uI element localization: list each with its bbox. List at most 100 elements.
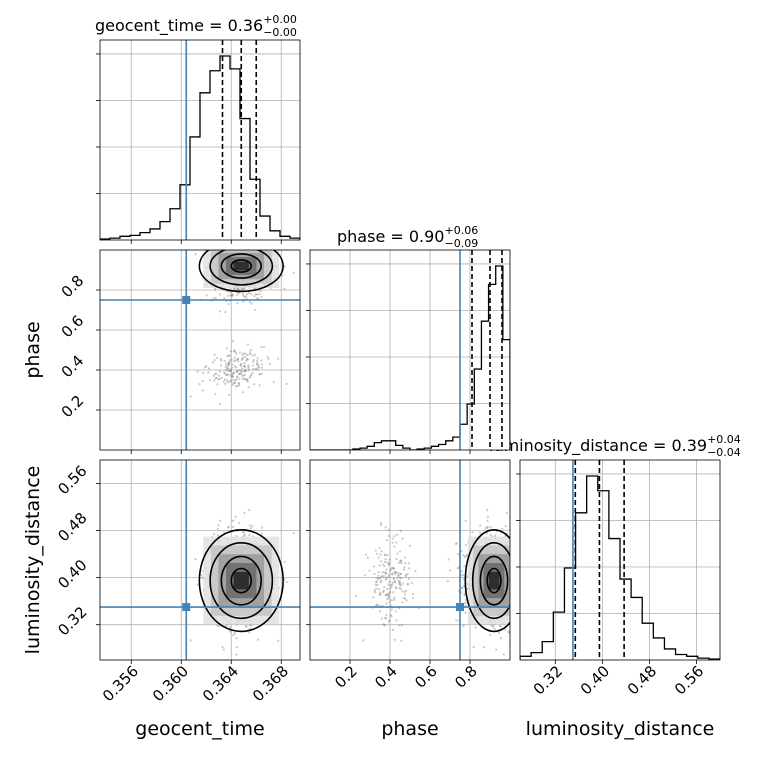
scatter-point xyxy=(246,343,250,346)
scatter-point xyxy=(229,370,233,373)
scatter-point xyxy=(394,571,398,574)
scatter-point xyxy=(501,527,504,530)
scatter-point xyxy=(241,356,244,359)
scatter-point xyxy=(234,378,237,381)
scatter-point xyxy=(362,639,365,642)
scatter-point xyxy=(243,369,246,373)
scatter-point xyxy=(218,370,222,373)
scatter-point xyxy=(234,515,237,518)
scatter-point xyxy=(404,574,408,578)
scatter-point xyxy=(235,385,238,388)
scatter-point xyxy=(383,565,386,568)
scatter-point xyxy=(219,358,222,361)
scatter-point xyxy=(218,377,221,381)
scatter-point xyxy=(460,570,463,573)
scatter-point xyxy=(385,577,388,580)
scatter-point xyxy=(244,370,247,373)
scatter-point xyxy=(254,293,258,296)
scatter-point xyxy=(235,294,239,297)
scatter-point xyxy=(464,611,467,614)
scatter-point xyxy=(398,582,401,585)
scatter-panel-frame xyxy=(99,459,301,661)
scatter-point xyxy=(224,373,228,376)
scatter-point xyxy=(205,294,208,297)
scatter-point xyxy=(389,569,392,572)
scatter-point xyxy=(399,584,402,587)
scatter-point xyxy=(232,371,235,374)
scatter-point xyxy=(396,552,399,555)
scatter-point xyxy=(229,380,232,383)
scatter-point xyxy=(391,573,394,576)
scatter-point xyxy=(220,359,223,362)
scatter-point xyxy=(396,577,399,580)
scatter-point xyxy=(229,368,232,371)
scatter-point xyxy=(235,378,238,381)
scatter-point xyxy=(219,402,222,406)
scatter-point xyxy=(462,573,465,577)
scatter-point xyxy=(461,587,464,590)
scatter-point xyxy=(230,358,233,361)
scatter-point xyxy=(404,597,407,600)
contour-level-3 xyxy=(230,567,253,594)
scatter-point xyxy=(479,524,482,527)
density-block-4 xyxy=(488,571,500,590)
hist-panel-phase xyxy=(306,249,511,454)
title-plus: +0.06 xyxy=(444,224,478,237)
scatter-panel-geocent_time-vs-luminosity_distance xyxy=(96,459,301,664)
hist-panel-frame xyxy=(99,39,301,241)
scatter-point xyxy=(251,371,254,374)
scatter-point xyxy=(221,645,224,649)
xtick-label-geocent_time-0: 0.356 xyxy=(99,662,142,705)
scatter-point xyxy=(236,287,239,291)
scatter-point xyxy=(387,593,390,596)
scatter-point xyxy=(387,563,390,566)
scatter-point xyxy=(235,637,238,640)
scatter-point xyxy=(228,369,231,372)
scatter-point xyxy=(222,371,226,374)
scatter-point xyxy=(243,368,246,371)
scatter-point xyxy=(391,581,394,584)
scatter-point xyxy=(260,295,263,298)
title-median: 0.36 xyxy=(228,16,264,35)
scatter-point xyxy=(231,366,234,369)
scatter-point xyxy=(244,352,247,355)
scatter-point xyxy=(232,382,235,385)
xlabel-geocent-time: geocent_time xyxy=(135,718,264,740)
scatter-point xyxy=(464,543,467,547)
scatter-point xyxy=(231,340,234,343)
scatter-point xyxy=(241,375,244,378)
scatter-point xyxy=(401,582,405,585)
scatter-point xyxy=(214,377,218,380)
scatter-point xyxy=(385,576,389,579)
scatter-point xyxy=(237,288,240,291)
scatter-point xyxy=(248,352,252,356)
scatter-point xyxy=(395,533,399,536)
scatter-point xyxy=(354,594,358,598)
scatter-point xyxy=(248,533,251,536)
scatter-point xyxy=(249,624,252,627)
scatter-point xyxy=(230,372,234,375)
scatter-point xyxy=(232,293,235,296)
scatter-point xyxy=(266,356,269,359)
hist-step-line xyxy=(100,55,300,240)
scatter-point xyxy=(395,619,398,622)
scatter-point xyxy=(404,556,407,559)
scatter-point xyxy=(231,373,234,377)
scatter-point xyxy=(400,577,403,580)
scatter-point xyxy=(375,603,378,606)
scatter-point xyxy=(226,367,230,370)
scatter-point xyxy=(397,574,400,577)
scatter-point xyxy=(380,617,383,620)
scatter-point xyxy=(460,586,464,589)
scatter-point xyxy=(233,381,237,384)
scatter-point xyxy=(386,597,389,601)
scatter-point xyxy=(486,509,489,512)
scatter-point xyxy=(414,570,417,573)
scatter-point xyxy=(388,562,391,566)
scatter-point xyxy=(245,625,248,628)
scatter-point xyxy=(398,550,402,553)
scatter-point xyxy=(217,524,220,527)
xtick-label-phase-3: 0.8 xyxy=(451,662,481,692)
scatter-point xyxy=(235,370,238,373)
scatter-point xyxy=(212,374,215,377)
